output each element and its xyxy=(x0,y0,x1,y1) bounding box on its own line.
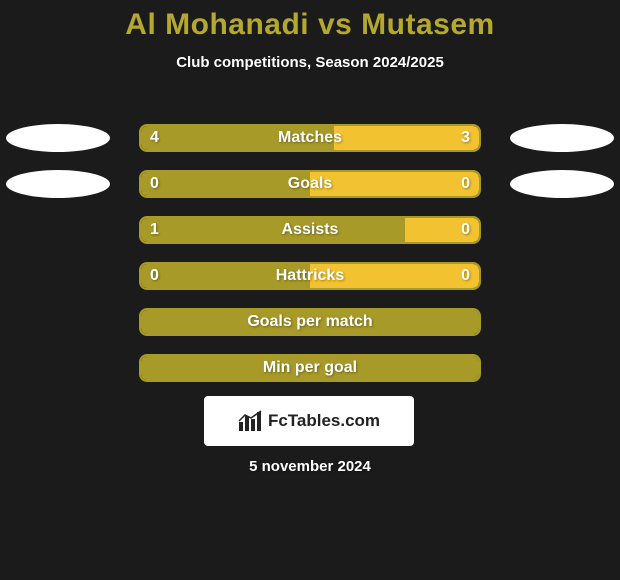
stat-row: Matches43 xyxy=(0,118,620,164)
bar-right-fill xyxy=(310,172,479,196)
stat-value-right: 0 xyxy=(461,170,470,198)
infographic-container: Al Mohanadi vs Mutasem Club competitions… xyxy=(0,0,620,580)
logo-text: FcTables.com xyxy=(268,411,380,431)
bar-track xyxy=(139,124,481,152)
bar-left-fill xyxy=(141,218,405,242)
stat-row: Assists10 xyxy=(0,210,620,256)
stat-value-right: 3 xyxy=(461,124,470,152)
player-marker-left xyxy=(6,124,110,152)
stat-row: Hattricks00 xyxy=(0,256,620,302)
stat-row: Goals per match xyxy=(0,302,620,348)
logo-box: FcTables.com xyxy=(204,396,414,446)
bar-left-fill xyxy=(141,126,334,150)
stat-value-left: 4 xyxy=(150,124,159,152)
stat-value-right: 0 xyxy=(461,216,470,244)
stat-row: Goals00 xyxy=(0,164,620,210)
title: Al Mohanadi vs Mutasem xyxy=(0,0,620,42)
bar-track xyxy=(139,308,481,336)
stat-value-right: 0 xyxy=(461,262,470,290)
bar-track xyxy=(139,216,481,244)
stat-value-left: 0 xyxy=(150,170,159,198)
player-marker-right xyxy=(510,170,614,198)
stat-value-left: 0 xyxy=(150,262,159,290)
bar-right-fill xyxy=(310,264,479,288)
bar-right-fill xyxy=(334,126,479,150)
bar-left-fill xyxy=(141,310,479,334)
bar-left-fill xyxy=(141,264,310,288)
date-label: 5 november 2024 xyxy=(0,458,620,475)
bar-track xyxy=(139,354,481,382)
stat-row: Min per goal xyxy=(0,348,620,394)
subtitle: Club competitions, Season 2024/2025 xyxy=(0,54,620,71)
bar-chart-icon xyxy=(238,410,262,432)
player-marker-right xyxy=(510,124,614,152)
chart-area: Matches43Goals00Assists10Hattricks00Goal… xyxy=(0,118,620,394)
bar-left-fill xyxy=(141,172,310,196)
bar-left-fill xyxy=(141,356,479,380)
bar-track xyxy=(139,170,481,198)
bar-track xyxy=(139,262,481,290)
player-marker-left xyxy=(6,170,110,198)
stat-value-left: 1 xyxy=(150,216,159,244)
